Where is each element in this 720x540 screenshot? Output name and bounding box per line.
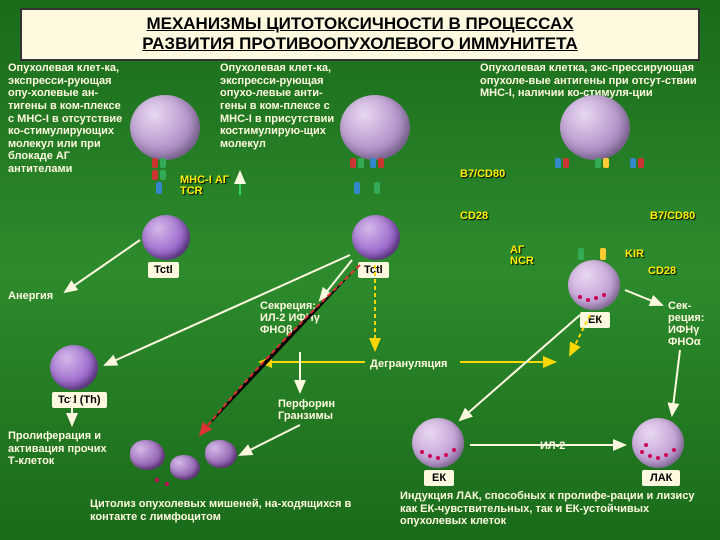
cytolysis-text: Цитолиз опухолевых мишеней, на-ходящихся… [90, 498, 380, 523]
tctl-label-2: Tctl [358, 262, 389, 278]
debris-2 [165, 482, 169, 486]
induction-text: Индукция ЛАК, способных к пролифе-рации … [400, 490, 710, 528]
lysed-cell-1 [130, 440, 165, 470]
tumor-cell-1 [130, 95, 200, 160]
lak-cell [632, 418, 684, 468]
mhc-ag-tcr-label: МНС-I АГ TCR [180, 175, 230, 197]
tumor-cell-3 [560, 95, 630, 160]
secretion-1: Секреция: ИЛ-2 ИФНγ ФНОβ [260, 300, 340, 336]
text-tumor-1: Опухолевая клет-ка, экспресси-рующая опу… [8, 62, 123, 176]
ek-label-1: ЕК [580, 312, 610, 328]
il2-label: ИЛ-2 [540, 440, 565, 453]
cd28-label-2: CD28 [648, 265, 676, 277]
title-line-2: РАЗВИТИЯ ПРОТИВООПУХОЛЕВОГО ИММУНИТЕТА [30, 34, 690, 54]
title-box: МЕХАНИЗМЫ ЦИТОТОКСИЧНОСТИ В ПРОЦЕССАХ РА… [20, 8, 700, 61]
debris-1 [155, 478, 159, 482]
ek-cell-1 [568, 260, 620, 310]
lysed-cell-2 [170, 455, 200, 480]
perf-granz-label: Перфорин Гранзимы [278, 398, 353, 422]
ag-ncr-label: АГ NCR [510, 245, 545, 267]
kir-label: KIR [625, 248, 644, 260]
ek-cell-2 [412, 418, 464, 468]
anergy-label: Анергия [8, 290, 53, 303]
lysed-cell-3 [205, 440, 237, 468]
tctl-cell-2 [352, 215, 400, 260]
tctl-th-label: Tctl (Th) [52, 392, 107, 408]
text-tumor-2: Опухолевая клет-ка, экспресси-рующая опу… [220, 62, 335, 150]
tctl-th-cell [50, 345, 98, 390]
tctl-label-1: Tctl [148, 262, 179, 278]
tctl-cell-1 [142, 215, 190, 260]
ek-label-2: ЕК [424, 470, 454, 486]
lak-label: ЛАК [642, 470, 680, 486]
degran-label: Дегрануляция [370, 358, 447, 371]
tumor-cell-2 [340, 95, 410, 160]
b7-cd80-label-1: B7/CD80 [460, 168, 505, 180]
b7-cd80-label-2: B7/CD80 [650, 210, 695, 222]
title-line-1: МЕХАНИЗМЫ ЦИТОТОКСИЧНОСТИ В ПРОЦЕССАХ [30, 14, 690, 34]
cd28-label-1: CD28 [460, 210, 488, 222]
secretion-2: Сек-реция: ИФНγ ФНОα [668, 300, 718, 348]
prolif-label: Пролиферация и активация прочих Т-клеток [8, 430, 118, 468]
